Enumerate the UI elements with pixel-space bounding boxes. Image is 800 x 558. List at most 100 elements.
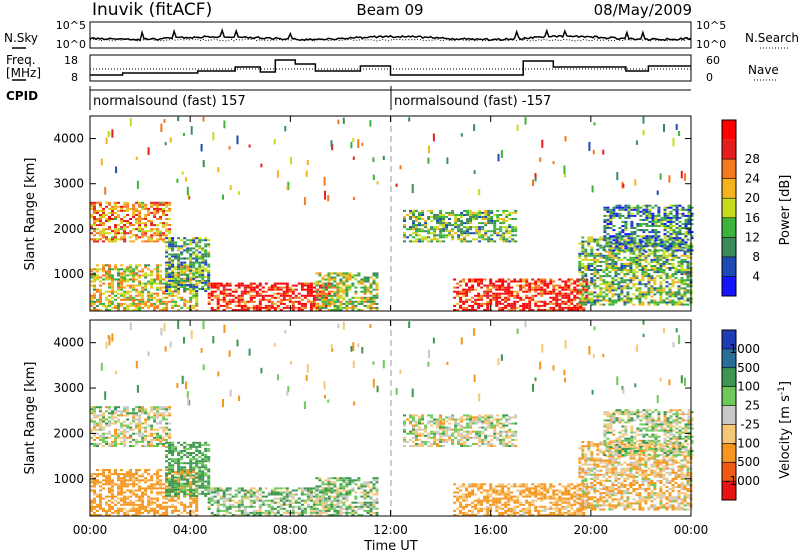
velocity-cell xyxy=(168,458,171,460)
power-cell xyxy=(528,307,531,309)
velocity-cell xyxy=(114,512,117,514)
velocity-cell xyxy=(102,412,105,414)
power-cell xyxy=(274,287,277,289)
power-cell xyxy=(342,285,345,287)
power-cell xyxy=(669,255,672,257)
velocity-cell xyxy=(165,414,168,416)
velocity-cell xyxy=(123,425,126,427)
power-cell xyxy=(421,236,424,238)
power-cell xyxy=(274,139,276,144)
velocity-cell xyxy=(204,454,207,456)
power-cell xyxy=(469,220,472,222)
power-cell xyxy=(114,238,117,240)
power-cell xyxy=(424,226,427,228)
power-cell xyxy=(298,303,301,305)
power-cell xyxy=(498,297,501,299)
velocity-cell xyxy=(102,508,105,510)
power-cell xyxy=(620,269,623,271)
power-cell xyxy=(490,210,493,212)
power-cell xyxy=(660,225,663,227)
power-cell xyxy=(484,224,487,226)
power-cell xyxy=(501,281,504,283)
power-cell xyxy=(681,295,684,297)
velocity-cell xyxy=(165,469,168,471)
power-cell xyxy=(135,264,138,266)
power-cell xyxy=(123,238,126,240)
power-cell xyxy=(120,305,123,307)
velocity-cell xyxy=(138,500,141,502)
power-cell xyxy=(584,249,587,251)
power-cell xyxy=(99,230,102,232)
power-cell xyxy=(667,207,670,209)
power-cell xyxy=(141,206,144,208)
power-cell xyxy=(603,229,606,231)
velocity-cell xyxy=(111,481,114,483)
power-cell xyxy=(653,283,656,285)
power-cell xyxy=(681,293,684,295)
power-cell xyxy=(126,204,129,206)
power-cell xyxy=(590,249,593,251)
power-cell xyxy=(466,222,469,224)
velocity-cell xyxy=(138,423,141,425)
power-cell xyxy=(418,230,421,232)
power-cell xyxy=(481,236,484,238)
freq-label-2: [MHz] xyxy=(6,66,41,80)
power-cell xyxy=(528,299,531,301)
power-cell xyxy=(484,222,487,224)
velocity-cell xyxy=(93,473,96,475)
power-cell xyxy=(627,205,630,207)
power-cell xyxy=(117,202,120,204)
power-cell xyxy=(153,228,156,230)
power-cell xyxy=(611,259,614,261)
power-cell xyxy=(180,299,183,301)
power-cell xyxy=(195,262,198,264)
power-cell xyxy=(433,236,436,238)
power-cell xyxy=(663,255,666,257)
power-cell xyxy=(466,240,469,242)
power-cell xyxy=(259,289,262,291)
power-cell xyxy=(525,305,528,307)
velocity-cell xyxy=(108,483,111,485)
power-cell xyxy=(280,283,283,285)
power-cell xyxy=(105,270,108,272)
power-cell xyxy=(675,281,678,283)
power-cell xyxy=(192,295,195,297)
power-cell xyxy=(138,301,141,303)
power-cell xyxy=(621,243,624,245)
power-cell xyxy=(630,247,633,249)
power-cell xyxy=(412,228,415,230)
power-cell xyxy=(201,282,204,284)
velocity-cell xyxy=(198,472,201,474)
power-cell xyxy=(192,264,195,266)
power-cell xyxy=(645,209,648,211)
velocity-cell xyxy=(111,490,114,492)
power-cell xyxy=(653,267,656,269)
velocity-cell xyxy=(147,487,150,489)
noise-search-label: N.Search xyxy=(745,31,799,45)
power-cell xyxy=(159,279,162,281)
power-cell xyxy=(111,281,114,283)
power-cell xyxy=(495,305,498,307)
power-cell xyxy=(599,247,602,249)
power-cell xyxy=(430,238,433,240)
velocity-cell xyxy=(126,431,129,433)
power-cell xyxy=(135,272,138,274)
power-cell xyxy=(567,285,570,287)
power-cell xyxy=(603,207,606,209)
power-cell xyxy=(684,300,687,302)
velocity-cell xyxy=(135,471,138,473)
power-cell xyxy=(262,297,265,299)
velocity-cell xyxy=(165,427,168,429)
power-cell xyxy=(186,280,189,282)
power-cell xyxy=(687,291,690,293)
velocity-cell xyxy=(186,444,189,446)
velocity-cell xyxy=(99,423,102,425)
power-cell xyxy=(259,303,262,305)
power-cell xyxy=(678,265,681,267)
power-cell xyxy=(653,261,656,263)
power-cell xyxy=(256,293,259,295)
power-cell xyxy=(657,211,660,213)
velocity-cell xyxy=(117,498,120,500)
power-cell xyxy=(448,214,451,216)
power-cell xyxy=(620,259,623,261)
